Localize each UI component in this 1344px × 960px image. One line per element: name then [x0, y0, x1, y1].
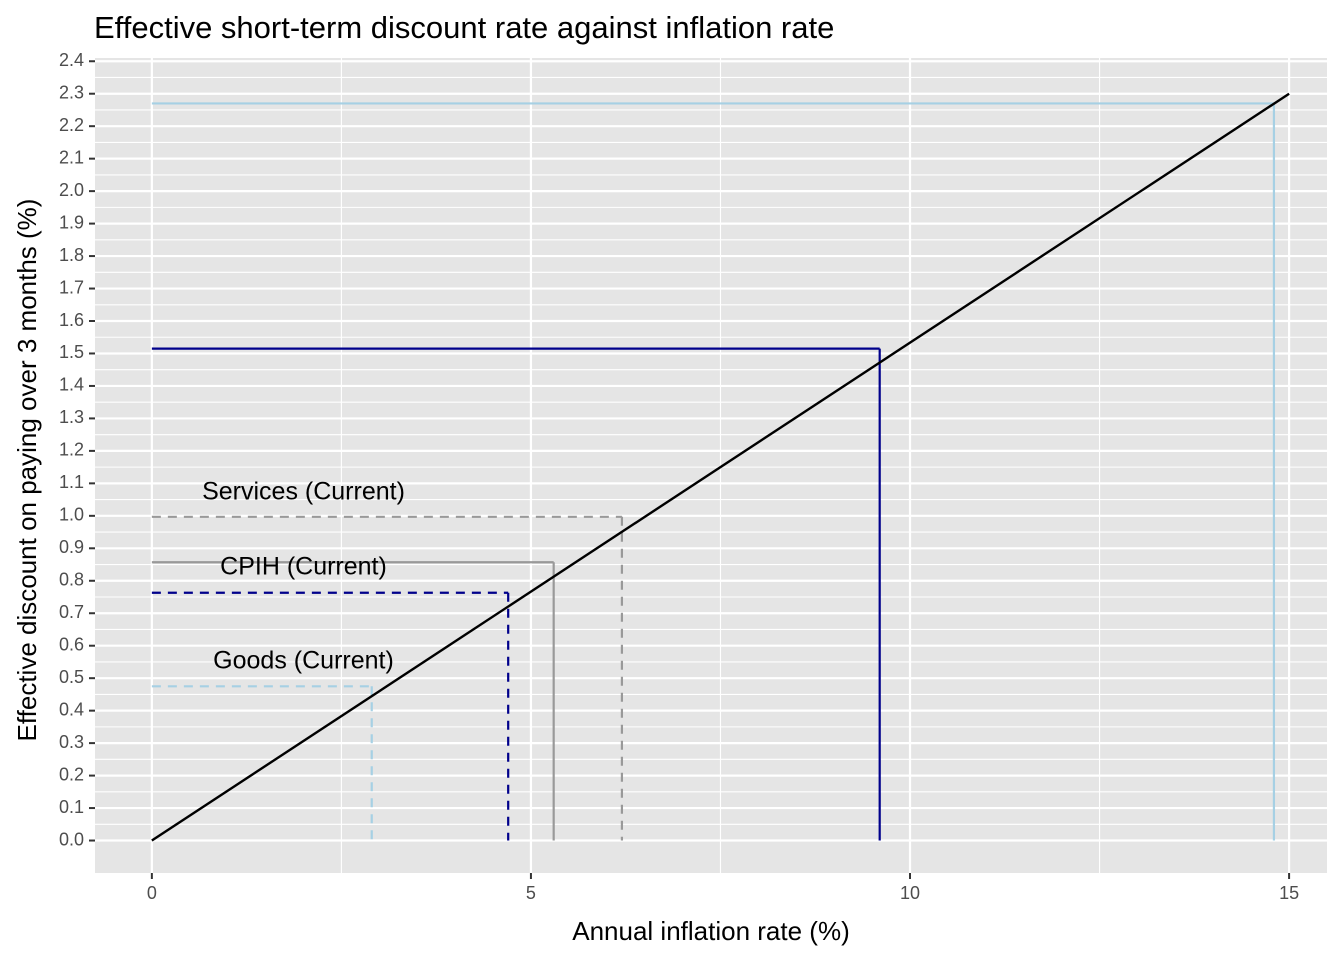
x-tick-label: 10 — [900, 883, 920, 903]
y-tick-label: 0.1 — [59, 797, 84, 817]
annotation-label: Goods (Current) — [213, 647, 394, 675]
y-tick-label: 1.8 — [59, 245, 84, 265]
y-axis-title: Effective discount on paying over 3 mont… — [12, 199, 42, 742]
y-tick-label: 0.4 — [59, 699, 84, 719]
x-axis: 0 5 10 15 — [147, 873, 1299, 903]
x-tick-label: 15 — [1279, 883, 1299, 903]
chart-title: Effective short-term discount rate again… — [94, 10, 834, 45]
x-tick-label: 5 — [526, 883, 536, 903]
y-tick-label: 1.4 — [59, 375, 84, 395]
y-tick-label: 1.2 — [59, 440, 84, 460]
y-tick-label: 0.7 — [59, 602, 84, 622]
x-tick-label: 0 — [147, 883, 157, 903]
y-tick-label: 0.8 — [59, 570, 84, 590]
annotation-label: CPIH (Current) — [220, 552, 387, 580]
annotation-label: Services (Current) — [202, 478, 405, 506]
y-tick-label: 0.5 — [59, 667, 84, 687]
y-tick-label: 0.3 — [59, 732, 84, 752]
y-tick-label: 0.6 — [59, 634, 84, 654]
reference-lines — [151, 102, 1276, 841]
y-tick-label: 2.3 — [59, 82, 84, 102]
y-tick-label: 1.1 — [59, 472, 84, 492]
y-tick-label: 0.2 — [59, 764, 84, 784]
y-tick-label: 2.1 — [59, 147, 84, 167]
y-tick-label: 1.5 — [59, 342, 84, 362]
curve-layer — [151, 92, 1290, 842]
y-tick-label: 1.6 — [59, 310, 84, 330]
x-axis-title: Annual inflation rate (%) — [572, 916, 849, 946]
y-tick-label: 0.0 — [59, 829, 84, 849]
y-tick-label: 1.9 — [59, 212, 84, 232]
y-tick-label: 0.9 — [59, 537, 84, 557]
annotation-labels: Goods (Current) CPIH (Current) Services (C… — [202, 478, 405, 675]
y-tick-label: 1.3 — [59, 407, 84, 427]
y-axis: 0.0 0.1 0.2 0.3 0.4 0.5 0.6 0.7 0.8 0.9 1.0 1.1 1.2 1… — [59, 50, 95, 849]
y-tick-label: 2.0 — [59, 180, 84, 200]
y-tick-label: 2.2 — [59, 115, 84, 135]
y-tick-label: 2.4 — [59, 50, 84, 70]
discount-curve — [151, 92, 1290, 842]
minor-gridlines — [95, 58, 1327, 873]
plot-panel — [95, 58, 1327, 873]
y-tick-label: 1.7 — [59, 277, 84, 297]
y-tick-label: 1.0 — [59, 505, 84, 525]
